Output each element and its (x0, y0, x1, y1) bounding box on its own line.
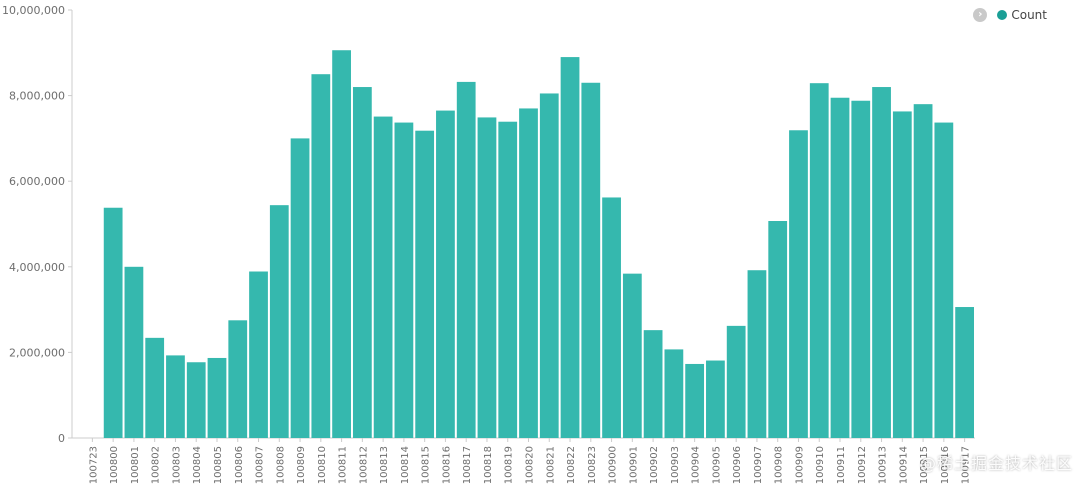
bar-100821 (539, 93, 559, 439)
bar-100803 (166, 355, 185, 438)
bar-100800 (103, 207, 123, 438)
bar-100811 (332, 50, 351, 439)
x-tick-label-100810: 100810 (317, 446, 328, 484)
x-tick-label-100902: 100902 (649, 446, 660, 484)
bar-100810 (311, 74, 331, 438)
bar-100906 (726, 325, 746, 438)
y-tick-label: 4,000,000 (9, 261, 65, 274)
y-tick-label: 0 (58, 432, 65, 445)
x-tick-label-100804: 100804 (192, 446, 203, 484)
bar-100806 (228, 320, 248, 438)
x-tick-label-100907: 100907 (753, 446, 764, 484)
bar-100815 (415, 130, 435, 439)
chevron-right-icon[interactable]: › (973, 8, 988, 22)
bar-100908 (768, 221, 788, 438)
bar-100816 (436, 110, 455, 438)
bar-100915 (913, 104, 933, 438)
x-tick-label-100813: 100813 (379, 446, 390, 484)
x-tick-label-100912: 100912 (857, 446, 868, 484)
legend: › Count (973, 8, 1047, 22)
x-tick-label-100914: 100914 (898, 446, 909, 484)
x-tick-label-100900: 100900 (608, 446, 619, 484)
y-tick-label: 6,000,000 (9, 175, 65, 188)
y-tick-label: 10,000,000 (2, 4, 65, 17)
x-tick-label-100915: 100915 (919, 446, 930, 484)
x-tick-label-100908: 100908 (774, 446, 785, 484)
x-tick-label-100808: 100808 (275, 446, 286, 484)
bar-100913 (872, 87, 891, 438)
bar-100817 (456, 81, 476, 439)
x-tick-label-100904: 100904 (691, 446, 702, 484)
bar-100909 (789, 130, 808, 438)
x-tick-label-100906: 100906 (732, 446, 743, 484)
bar-100814 (394, 122, 414, 439)
bar-100905 (706, 360, 725, 438)
x-tick-label-100811: 100811 (338, 446, 349, 484)
bar-100808 (269, 205, 289, 438)
x-tick-label-100909: 100909 (794, 446, 805, 484)
bar-100812 (352, 87, 372, 438)
bar-100904 (685, 363, 705, 438)
legend-label: Count (1011, 8, 1047, 22)
x-tick-label-100913: 100913 (878, 446, 889, 484)
x-tick-label-100916: 100916 (940, 446, 951, 484)
bar-100912 (851, 100, 871, 439)
bar-100819 (498, 121, 518, 438)
bar-100916 (934, 122, 954, 439)
x-tick-label-100801: 100801 (130, 446, 141, 484)
bar-100809 (290, 138, 310, 438)
bar-100903 (664, 349, 684, 438)
x-tick-label-100822: 100822 (566, 446, 577, 484)
x-tick-label-100910: 100910 (815, 446, 826, 484)
bar-100801 (124, 266, 144, 438)
x-tick-label-100806: 100806 (234, 446, 245, 484)
bar-100818 (477, 117, 497, 438)
x-tick-label-100820: 100820 (525, 446, 536, 484)
x-tick-label-100807: 100807 (255, 446, 266, 484)
x-tick-label-100809: 100809 (296, 446, 307, 484)
bar-100911 (830, 97, 850, 439)
bar-100813 (373, 116, 393, 439)
x-tick-label-100815: 100815 (421, 446, 432, 484)
bar-100907 (747, 270, 767, 438)
bar-100910 (809, 83, 829, 439)
bar-100807 (249, 271, 268, 438)
bar-100900 (602, 197, 621, 438)
x-tick-label-100802: 100802 (151, 446, 162, 484)
x-tick-label-100816: 100816 (441, 446, 452, 484)
bar-100914 (892, 111, 912, 438)
y-tick-label: 8,000,000 (9, 90, 65, 103)
watermark: @稀土掘金技术社区 (919, 454, 1073, 473)
x-tick-label-100917: 100917 (961, 446, 972, 484)
x-tick-label-100805: 100805 (213, 446, 224, 484)
bar-100804 (186, 362, 206, 438)
x-tick-label-100814: 100814 (400, 446, 411, 484)
y-tick-label: 2,000,000 (9, 346, 65, 359)
x-tick-label-100723: 100723 (88, 446, 99, 484)
bar-100902 (643, 330, 663, 438)
x-tick-label-100803: 100803 (171, 446, 182, 484)
x-tick-label-100818: 100818 (483, 446, 494, 484)
x-tick-label-100823: 100823 (587, 446, 598, 484)
bar-100820 (519, 108, 538, 438)
x-tick-label-100819: 100819 (504, 446, 515, 484)
x-tick-label-100800: 100800 (109, 446, 120, 484)
x-tick-label-100817: 100817 (462, 446, 473, 484)
bar-100805 (207, 357, 227, 438)
x-tick-label-100905: 100905 (711, 446, 722, 484)
bar-100901 (622, 273, 642, 438)
x-tick-label-100911: 100911 (836, 446, 847, 484)
x-tick-label-100901: 100901 (628, 446, 639, 484)
x-tick-label-100821: 100821 (545, 446, 556, 484)
bar-100822 (560, 57, 580, 439)
x-tick-label-100812: 100812 (358, 446, 369, 484)
bar-100802 (145, 337, 165, 438)
legend-dot-icon (997, 10, 1008, 20)
bar-100823 (581, 82, 601, 438)
bar-100917 (955, 307, 974, 438)
legend-item-count[interactable]: Count (997, 8, 1047, 22)
x-tick-label-100903: 100903 (670, 446, 681, 484)
